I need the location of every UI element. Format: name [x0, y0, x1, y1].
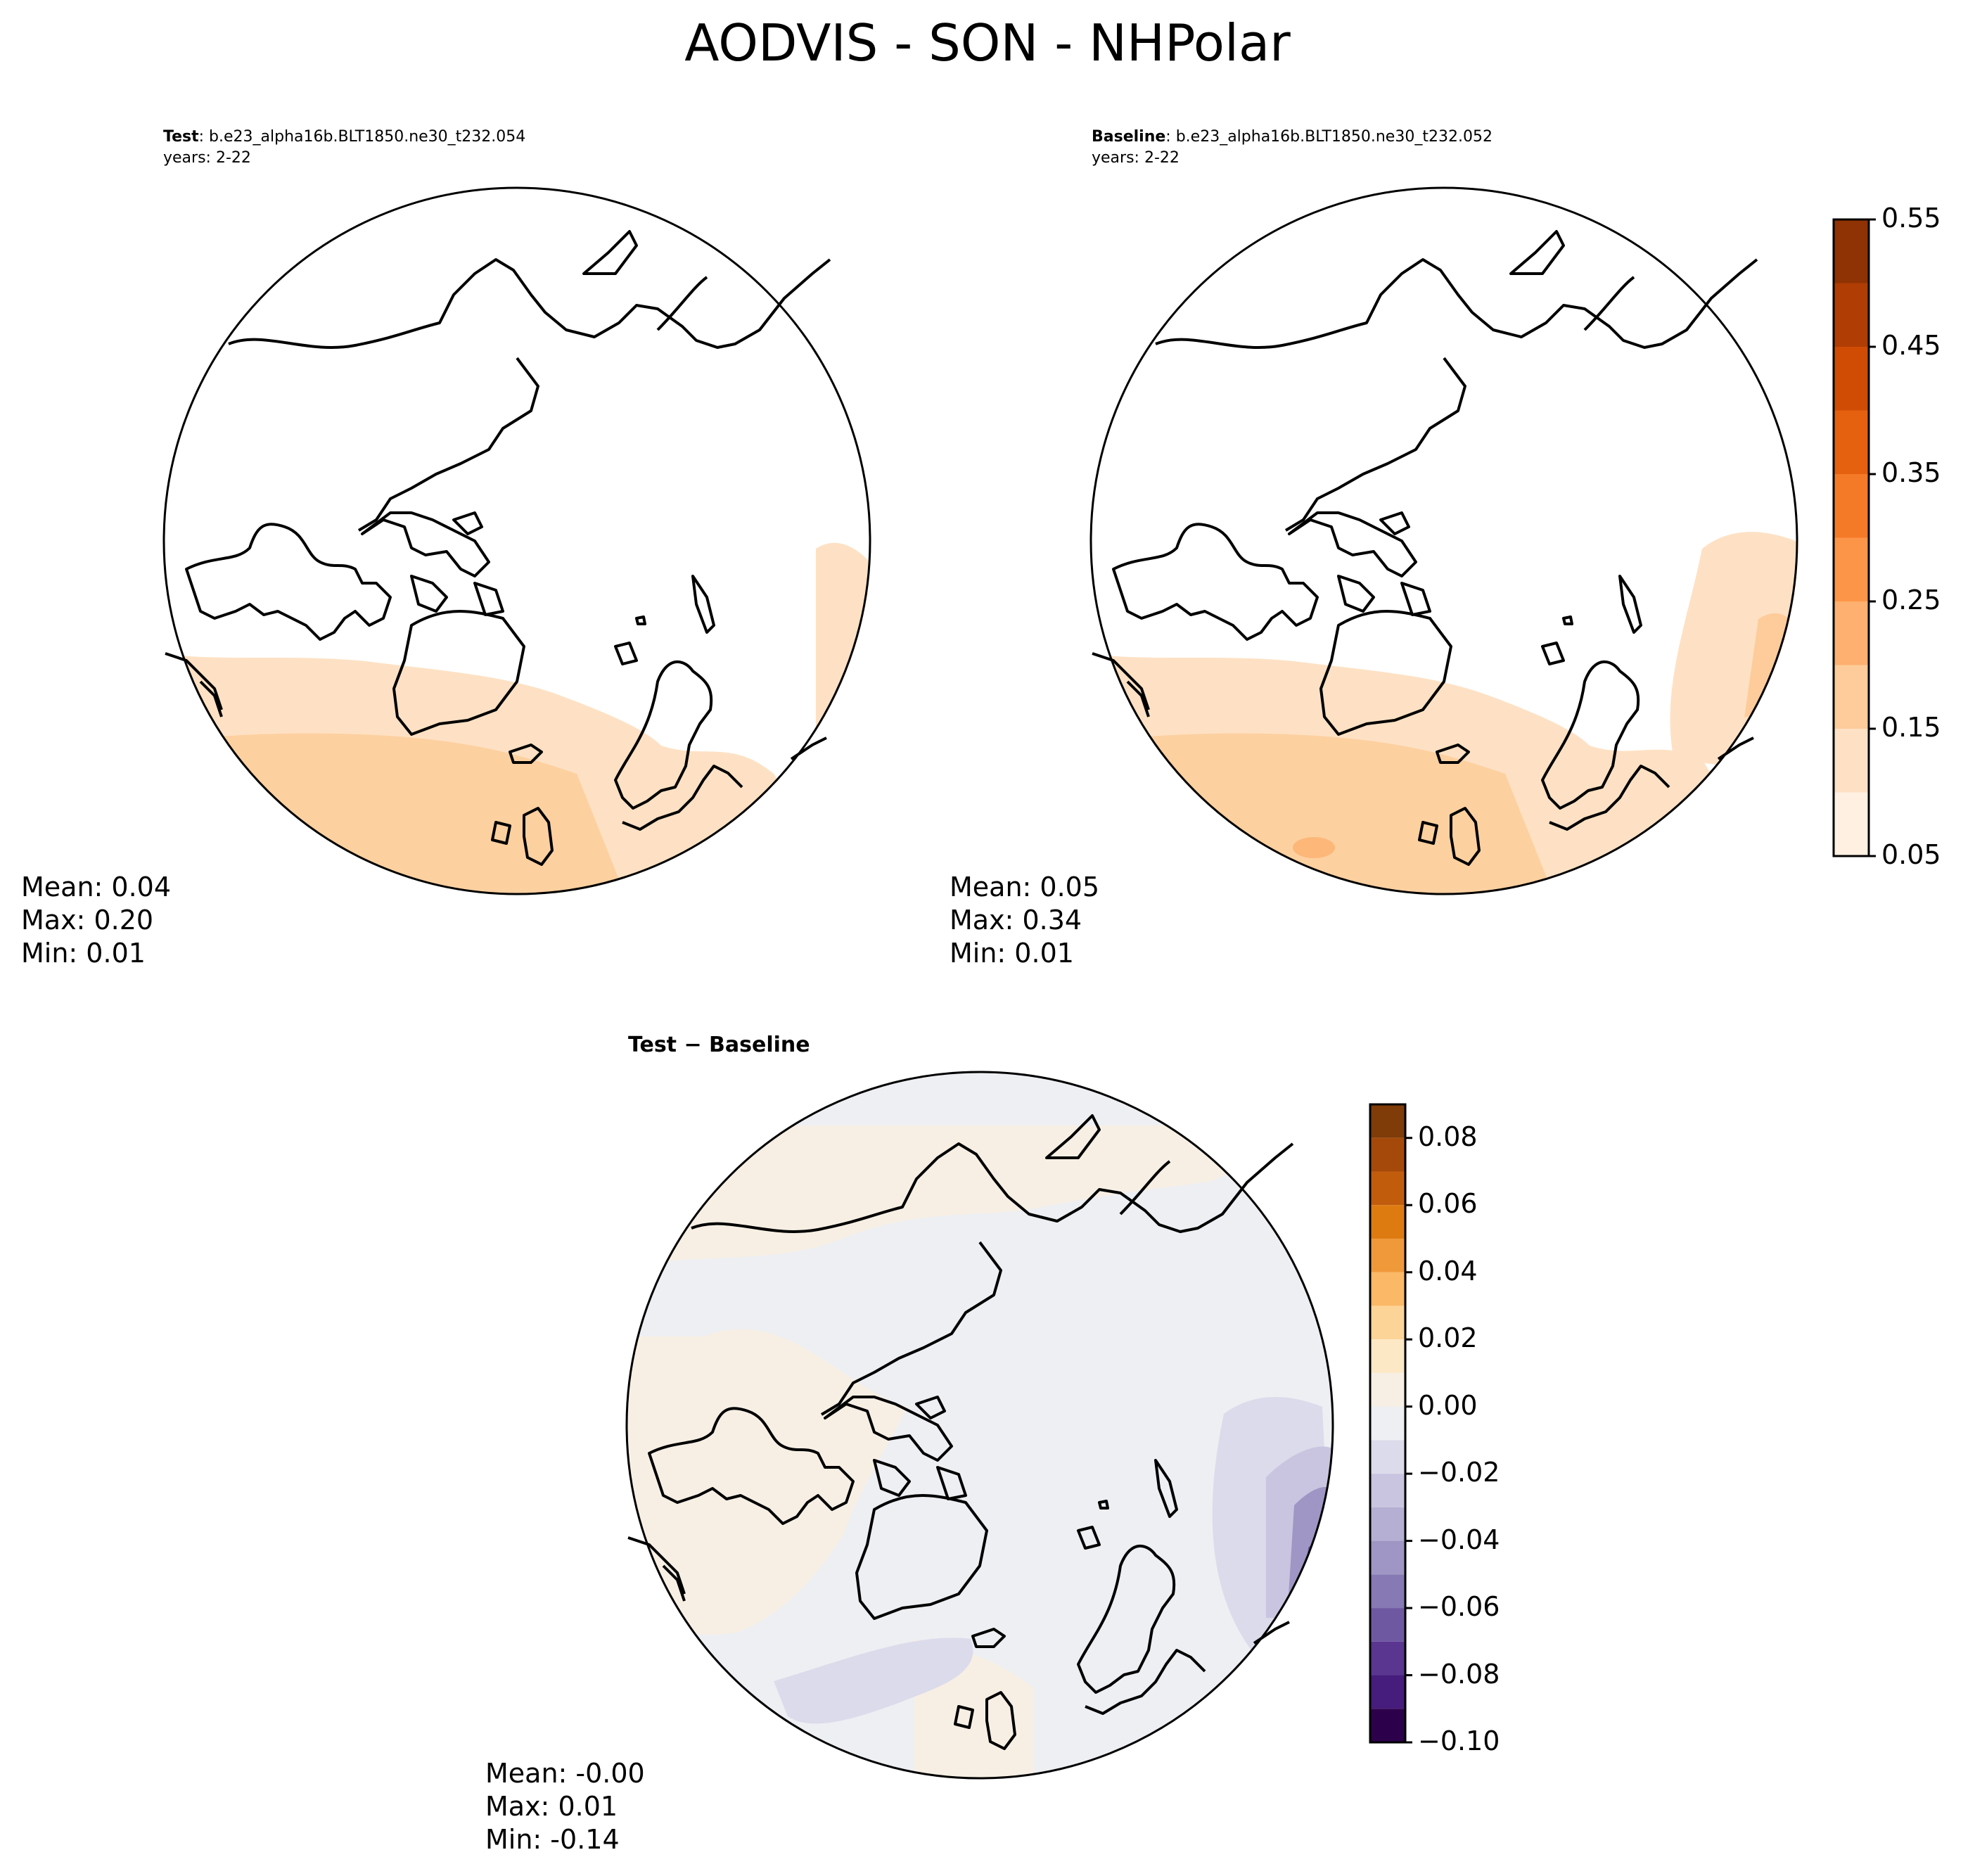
colorbar-diff-tick-label: −0.10 [1418, 1725, 1500, 1756]
baseline-min: Min: 0.01 [950, 938, 1074, 969]
colorbar-diff-segment [1370, 1507, 1405, 1541]
colorbar-diff-segment [1370, 1238, 1405, 1272]
colorbar-aod-segment [1834, 474, 1869, 538]
baseline-map [1089, 186, 1798, 895]
colorbar-diff-segment [1370, 1675, 1405, 1709]
colorbar-aod-tick-label: 0.25 [1881, 585, 1941, 615]
colorbar-diff-tick-label: −0.08 [1418, 1658, 1500, 1690]
baseline-label-bold: Baseline [1092, 128, 1166, 146]
colorbar-aod-segment [1834, 410, 1869, 474]
colorbar-diff-tick-label: 0.08 [1418, 1121, 1478, 1152]
colorbar-diff-segment [1370, 1272, 1405, 1306]
diff-mean: Mean: -0.00 [485, 1758, 645, 1789]
test-mean: Mean: 0.04 [21, 872, 172, 902]
colorbar-aod-tick-label: 0.15 [1881, 712, 1941, 743]
colorbar-diff-tick-label: 0.00 [1418, 1389, 1478, 1421]
test-panel-label: Test: b.e23_alpha16b.BLT1850.ne30_t232.0… [163, 127, 525, 148]
colorbar-diff-segment [1370, 1137, 1405, 1172]
colorbar-diff-frame [1369, 1103, 1407, 1744]
colorbar-aod-segment [1834, 665, 1869, 729]
colorbar-aod-frame [1832, 218, 1870, 857]
colorbar-diff-segment [1370, 1641, 1405, 1676]
colorbar-diff-tick-label: −0.02 [1418, 1457, 1500, 1488]
colorbar-diff-segment [1370, 1306, 1405, 1340]
test-max: Max: 0.20 [21, 905, 154, 936]
diff-min: Min: -0.14 [485, 1824, 620, 1855]
colorbar-aod [1832, 218, 1876, 857]
colorbar-diff-tick-label: −0.04 [1418, 1524, 1500, 1555]
colorbar-aod-segment [1834, 601, 1869, 665]
colorbar-diff-tick-label: −0.06 [1418, 1591, 1500, 1623]
colorbar-diff-tick-label: 0.06 [1418, 1188, 1478, 1220]
baseline-mean: Mean: 0.05 [950, 872, 1100, 902]
colorbar-diff-tick-label: 0.04 [1418, 1255, 1478, 1287]
test-label-bold: Test [163, 128, 199, 146]
baseline-panel-label: Baseline: b.e23_alpha16b.BLT1850.ne30_t2… [1092, 127, 1493, 148]
test-stats: Mean: 0.04 Max: 0.20 Min: 0.01 [21, 871, 171, 970]
test-years: years: 2-22 [163, 149, 251, 167]
test-map [162, 186, 871, 895]
colorbar-aod-tick-label: 0.35 [1881, 457, 1941, 488]
colorbar-diff-segment [1370, 1171, 1405, 1206]
diff-map [625, 1071, 1334, 1780]
colorbar-aod-tick-label: 0.05 [1881, 839, 1941, 870]
colorbar-diff-segment [1370, 1104, 1405, 1138]
colorbar-diff-tick-label: 0.02 [1418, 1322, 1478, 1354]
colorbar-diff-segment [1370, 1474, 1405, 1507]
colorbar-diff-segment [1370, 1440, 1405, 1474]
diff-stats: Mean: -0.00 Max: 0.01 Min: -0.14 [485, 1757, 645, 1856]
colorbar-aod-segment [1834, 347, 1869, 411]
colorbar-aod-segment [1834, 537, 1869, 601]
colorbar-diff-segment [1370, 1372, 1405, 1407]
diff-panel-title: Test − Baseline [628, 1033, 810, 1057]
colorbar-aod-tick-label: 0.55 [1881, 203, 1941, 234]
colorbar-aod-segment [1834, 729, 1869, 793]
colorbar-diff-segment [1370, 1608, 1405, 1642]
colorbar-diff-segment [1370, 1709, 1405, 1742]
figure-title: AODVIS - SON - NHPolar [684, 13, 1291, 72]
colorbar-diff-segment [1370, 1406, 1405, 1441]
colorbar-aod-segment [1834, 283, 1869, 347]
test-min: Min: 0.01 [21, 938, 146, 969]
baseline-years: years: 2-22 [1092, 149, 1180, 167]
baseline-case-name: : b.e23_alpha16b.BLT1850.ne30_t232.052 [1165, 128, 1493, 146]
test-case-name: : b.e23_alpha16b.BLT1850.ne30_t232.054 [198, 128, 526, 146]
colorbar-aod-segment [1834, 792, 1869, 856]
colorbar-aod-segment [1834, 219, 1869, 283]
colorbar-diff [1369, 1103, 1412, 1744]
diff-max: Max: 0.01 [485, 1791, 618, 1822]
baseline-max: Max: 0.34 [950, 905, 1082, 936]
baseline-stats: Mean: 0.05 Max: 0.34 Min: 0.01 [950, 871, 1099, 970]
colorbar-diff-segment [1370, 1339, 1405, 1373]
colorbar-diff-segment [1370, 1205, 1405, 1239]
colorbar-diff-segment [1370, 1540, 1405, 1575]
colorbar-aod-tick-label: 0.45 [1881, 330, 1941, 361]
colorbar-diff-segment [1370, 1574, 1405, 1609]
